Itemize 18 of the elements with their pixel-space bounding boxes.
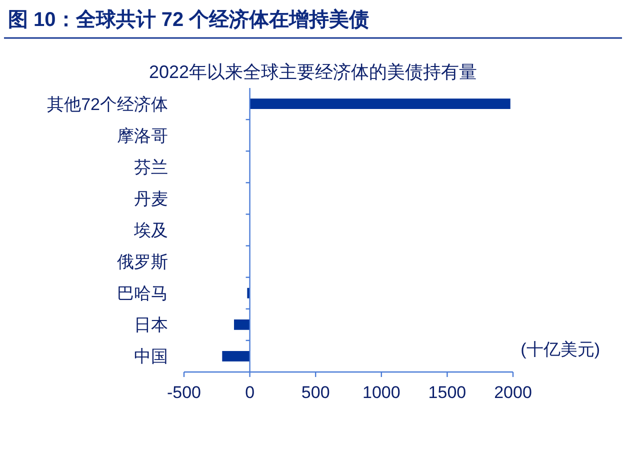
x-tick-label: 1500 [428,383,466,402]
x-tick-label: 1000 [362,383,400,402]
chart-title: 图 10：全球共计 72 个经济体在增持美债 [8,8,370,31]
y-tick-label: 埃及 [133,221,168,240]
y-tick-label: 其他72个经济体 [47,94,168,114]
y-tick-label: 丹麦 [134,189,168,208]
y-tick-label: 中国 [134,347,168,366]
chart-subtitle: 2022年以来全球主要经济体的美债持有量 [148,62,478,82]
x-tick-label: 500 [301,383,330,402]
x-axis-title: (十亿美元) [520,340,600,359]
y-tick-label: 芬兰 [134,158,168,177]
y-tick-label: 巴哈马 [117,284,168,304]
x-tick-label: 2000 [494,383,532,402]
y-tick-label: 俄罗斯 [117,252,168,272]
x-tick-label: -500 [166,383,202,402]
y-tick-label: 摩洛哥 [117,126,168,146]
y-tick-label: 日本 [134,316,168,335]
x-tick-label: 0 [245,383,255,402]
